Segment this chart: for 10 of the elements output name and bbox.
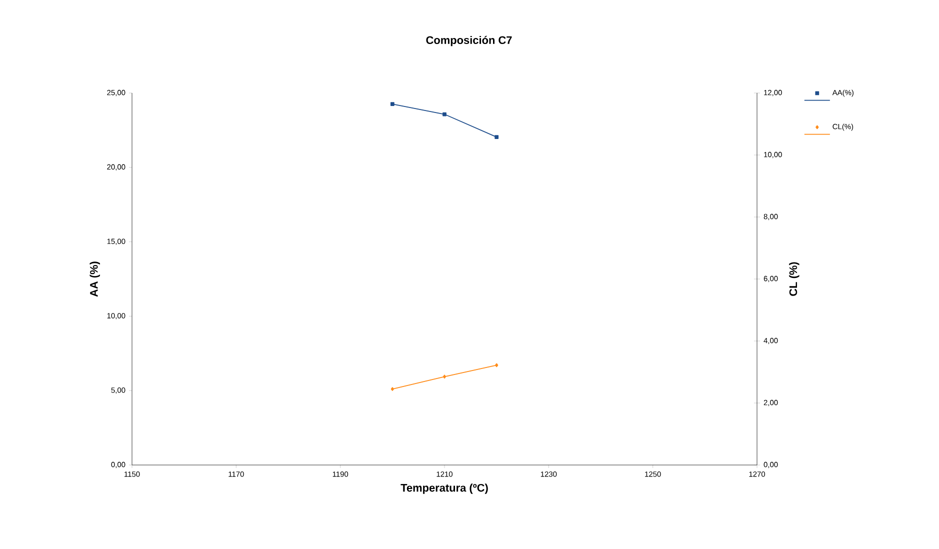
point (494, 135, 499, 139)
point (390, 102, 394, 106)
point (442, 374, 446, 379)
chart-title: Composición C7 (426, 36, 512, 46)
y2-axis-title: CL (%) (789, 262, 800, 296)
point (495, 363, 498, 368)
x-axis-title: Temperatura (ºC) (400, 484, 488, 494)
y-axis-title: AA (%) (90, 262, 100, 297)
point (390, 387, 394, 391)
point (442, 112, 446, 116)
